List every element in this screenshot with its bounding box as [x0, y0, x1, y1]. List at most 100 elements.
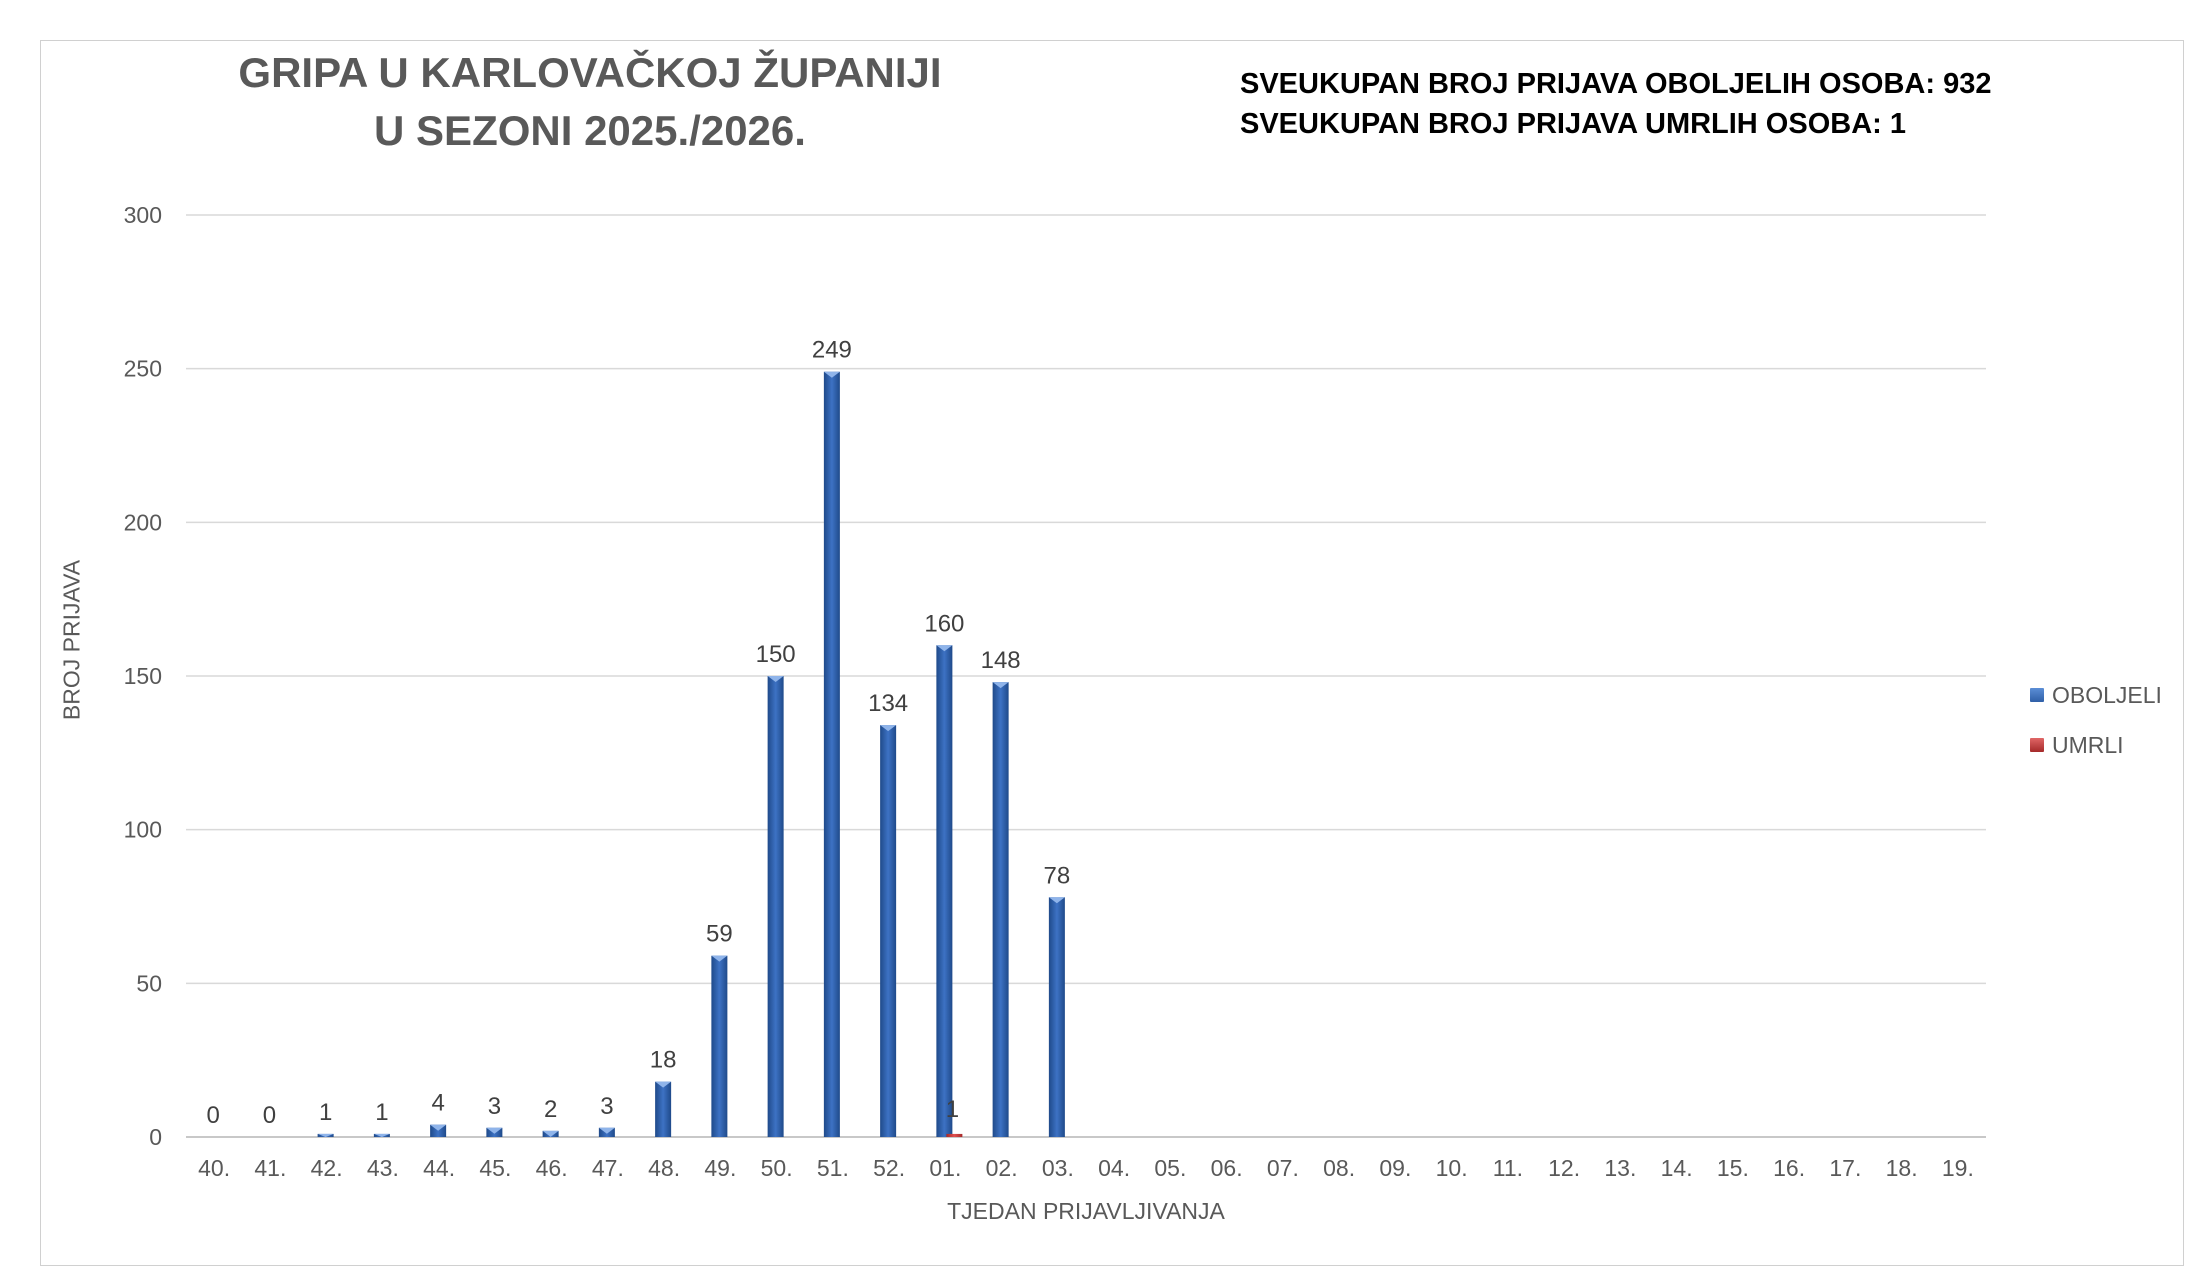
data-label-oboljeli: 160 [924, 610, 964, 637]
bars [317, 371, 1065, 1137]
legend-swatch-oboljeli [2030, 688, 2044, 702]
data-label-oboljeli: 0 [263, 1102, 276, 1129]
x-tick-label: 45. [479, 1155, 511, 1181]
x-axis-label: TJEDAN PRIJAVLJIVANJA [947, 1198, 1225, 1224]
data-label-umrli: 1 [946, 1096, 959, 1123]
data-label-oboljeli: 249 [812, 337, 852, 364]
bar-oboljeli[interactable] [767, 676, 784, 1137]
x-tick-label: 09. [1379, 1155, 1411, 1181]
bar-top-bevel [936, 645, 953, 652]
x-tick-label: 18. [1886, 1155, 1918, 1181]
x-tick-label: 15. [1717, 1155, 1749, 1181]
x-tick-label: 47. [592, 1155, 624, 1181]
bar-top-bevel [373, 1133, 390, 1137]
x-tick-label: 07. [1267, 1155, 1299, 1181]
x-tick-label: 11. [1493, 1155, 1523, 1181]
data-label-oboljeli: 150 [756, 641, 796, 668]
y-tick-label: 200 [124, 509, 162, 535]
total-ill-count: SVEUKUPAN BROJ PRIJAVA OBOLJELIH OSOBA: … [1240, 68, 1992, 100]
legend-item-oboljeli[interactable]: OBOLJELI [2030, 680, 2162, 710]
bar-top-bevel [767, 676, 784, 682]
bar-oboljeli[interactable] [823, 371, 840, 1137]
x-tick-label: 42. [311, 1155, 343, 1181]
data-label-oboljeli: 2 [544, 1096, 557, 1123]
x-tick-label: 49. [704, 1155, 736, 1181]
y-tick-label: 300 [124, 202, 162, 228]
data-label-oboljeli: 78 [1044, 862, 1071, 889]
bar-top-bevel [711, 955, 728, 962]
totals-annotation: SVEUKUPAN BROJ PRIJAVA OBOLJELIH OSOBA: … [1240, 64, 1991, 144]
legend-label-umrli: UMRLI [2052, 731, 2124, 758]
data-label-oboljeli: 4 [431, 1090, 444, 1117]
x-tick-label: 06. [1211, 1155, 1243, 1181]
y-axis-ticks: 0 50 100 150 200 250 300 [124, 202, 162, 1150]
x-tick-label: 13. [1604, 1155, 1636, 1181]
x-tick-label: 10. [1436, 1155, 1468, 1181]
x-tick-label: 51. [817, 1155, 849, 1181]
chart-title-line-2: U SEZONI 2025./2026. [374, 107, 806, 154]
x-tick-label: 12. [1548, 1155, 1580, 1181]
x-tick-label: 02. [986, 1155, 1018, 1181]
y-tick-label: 50 [136, 970, 162, 996]
data-label-oboljeli: 1 [375, 1099, 388, 1126]
bar-oboljeli[interactable] [1048, 897, 1065, 1137]
y-tick-label: 0 [149, 1124, 162, 1150]
bar-oboljeli[interactable] [711, 955, 728, 1137]
bar-top-bevel [430, 1124, 447, 1131]
data-label-oboljeli: 3 [488, 1093, 501, 1120]
bar-oboljeli[interactable] [430, 1124, 447, 1137]
bar-top-bevel [542, 1130, 559, 1137]
x-tick-label: 14. [1661, 1155, 1693, 1181]
x-tick-label: 03. [1042, 1155, 1074, 1181]
total-deaths-count: SVEUKUPAN BROJ PRIJAVA UMRLIH OSOBA: 1 [1240, 108, 1906, 140]
x-tick-label: 04. [1098, 1155, 1130, 1181]
data-label-oboljeli: 59 [706, 921, 733, 948]
x-tick-label: 50. [761, 1155, 793, 1181]
x-tick-label: 52. [873, 1155, 905, 1181]
x-tick-label: 43. [367, 1155, 399, 1181]
chart-title-line-1: GRIPA U KARLOVAČKOJ ŽUPANIJI [238, 49, 942, 96]
bar-oboljeli[interactable] [655, 1081, 672, 1137]
gridlines [186, 214, 1986, 1138]
x-tick-label: 44. [423, 1155, 455, 1181]
bar-top-bevel [992, 682, 1009, 689]
data-label-oboljeli: 134 [868, 690, 908, 717]
chart-frame [40, 40, 2184, 1266]
x-tick-label: 48. [648, 1155, 680, 1181]
x-tick-label: 01. [929, 1155, 961, 1181]
legend-swatch-umrli [2030, 738, 2044, 752]
x-tick-label: 08. [1323, 1155, 1355, 1181]
bar-oboljeli[interactable] [936, 645, 953, 1137]
bar-top-bevel [598, 1127, 615, 1134]
bar-oboljeli[interactable] [992, 682, 1009, 1137]
bar-top-bevel [880, 725, 897, 732]
y-tick-label: 150 [124, 663, 162, 689]
x-tick-label: 41. [254, 1155, 286, 1181]
bar-top-bevel [486, 1127, 503, 1134]
data-label-oboljeli: 0 [206, 1102, 219, 1129]
legend: OBOLJELI UMRLI [2030, 680, 2162, 780]
data-label-oboljeli: 18 [650, 1047, 677, 1074]
x-tick-label: 17. [1829, 1155, 1861, 1181]
x-axis-ticks: 40. 41. 42. 43. 44. 45. 46. 47. 48. 49. 50. 51. 52. 0… [198, 1155, 1974, 1181]
bar-umrli[interactable] [946, 1133, 963, 1137]
bar-top-bevel [317, 1133, 334, 1137]
bar-oboljeli[interactable] [880, 725, 897, 1137]
legend-item-umrli[interactable]: UMRLI [2030, 730, 2162, 760]
x-tick-label: 40. [198, 1155, 230, 1181]
data-label-oboljeli: 3 [600, 1093, 613, 1120]
data-label-oboljeli: 1 [319, 1099, 332, 1126]
y-tick-label: 250 [124, 356, 162, 382]
data-label-oboljeli: 148 [981, 647, 1021, 674]
bar-top-bevel [655, 1081, 672, 1088]
x-tick-label: 16. [1773, 1155, 1805, 1181]
x-tick-label: 19. [1942, 1155, 1974, 1181]
x-tick-label: 05. [1154, 1155, 1186, 1181]
bar-top-bevel [1048, 897, 1065, 904]
x-tick-label: 46. [536, 1155, 568, 1181]
y-tick-label: 100 [124, 817, 162, 843]
data-labels: 0 0 1 1 4 3 2 3 18 59 150 249 134 160 148 78 1 [206, 337, 1070, 1129]
bar-top-bevel [823, 371, 840, 378]
legend-label-oboljeli: OBOLJELI [2052, 681, 2162, 708]
